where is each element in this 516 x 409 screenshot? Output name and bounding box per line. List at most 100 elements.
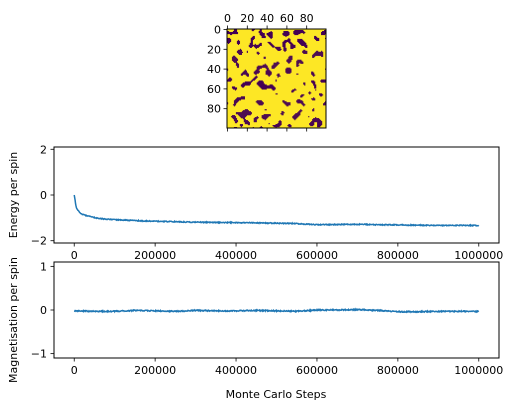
magnetisation-ylabel: Magnetisation per spin	[7, 257, 20, 383]
lattice-cell	[300, 96, 303, 98]
lattice-x-tick-label: 40	[260, 12, 274, 25]
lattice-cell	[265, 73, 272, 75]
lattice-cell	[269, 36, 273, 39]
lattice-cell	[244, 122, 250, 124]
lattice-cell	[298, 111, 302, 113]
lattice-cell	[266, 32, 273, 35]
lattice-cell	[292, 116, 299, 118]
lattice-cell	[310, 125, 314, 127]
lattice-cell	[257, 103, 264, 105]
magnetisation-x-ticks: 0 200000 400000 600000 800000 1000000	[71, 358, 503, 377]
magnetisation-x-tick-label: 200000	[134, 364, 176, 377]
lattice-cell	[258, 43, 262, 45]
lattice-cell	[294, 29, 304, 32]
lattice-cell	[283, 30, 289, 33]
lattice-cell	[320, 80, 327, 82]
lattice-cell	[227, 30, 230, 33]
lattice-cell	[251, 29, 255, 31]
lattice-cell	[255, 47, 257, 49]
lattice-cell	[261, 88, 267, 90]
lattice-cell	[300, 43, 307, 45]
lattice-cell	[252, 78, 256, 80]
lattice-cell	[243, 121, 249, 123]
lattice-cell	[282, 44, 286, 46]
lattice-cell	[232, 55, 236, 57]
lattice-cell	[256, 52, 260, 54]
lattice-cell	[317, 123, 323, 125]
lattice-cell	[315, 89, 317, 91]
lattice-cell	[275, 80, 277, 82]
lattice-cell	[251, 79, 255, 81]
lattice-cell	[312, 82, 316, 84]
lattice-cell	[290, 47, 294, 49]
lattice-cell	[273, 126, 280, 128]
lattice-cell	[270, 30, 272, 33]
lattice-cell	[302, 104, 306, 106]
lattice-cell	[236, 40, 241, 43]
lattice-cell	[303, 52, 308, 54]
lattice-cell	[256, 100, 262, 102]
lattice-cell	[285, 69, 292, 71]
lattice-cell	[285, 71, 292, 73]
lattice-cell	[312, 74, 316, 76]
lattice-cell	[243, 120, 248, 122]
lattice-cell	[296, 101, 304, 103]
lattice-cell	[227, 80, 232, 82]
lattice-cell	[244, 109, 248, 111]
lattice-cell	[266, 69, 270, 71]
lattice-cell	[232, 30, 238, 33]
lattice-cell	[309, 123, 315, 125]
energy-y-tick-label: 2	[40, 143, 47, 156]
lattice-cell	[258, 104, 263, 106]
lattice-cell	[254, 117, 259, 119]
lattice-cell	[313, 97, 315, 99]
lattice-cell	[232, 60, 238, 62]
lattice-cell	[263, 57, 266, 59]
lattice-cell	[262, 118, 267, 120]
lattice-cell	[276, 74, 280, 76]
lattice-cell	[227, 42, 230, 44]
lattice-cell	[278, 122, 282, 124]
magnetisation-series-line	[73, 307, 480, 314]
lattice-cell	[286, 59, 292, 61]
magnetisation-x-tick-label: 400000	[215, 364, 257, 377]
lattice-cell	[283, 34, 289, 37]
lattice-cell	[249, 42, 253, 44]
lattice-cell	[296, 62, 300, 64]
lattice-cell	[250, 39, 253, 42]
lattice-cell	[315, 117, 317, 119]
lattice-cell	[227, 79, 233, 81]
lattice-cell	[233, 61, 238, 63]
lattice-cell	[238, 53, 242, 55]
lattice-cell	[311, 73, 315, 75]
lattice-cell	[232, 88, 238, 90]
energy-y-tick-label: 0	[40, 189, 47, 202]
lattice-cell	[258, 85, 274, 87]
lattice-x-ticks: 0 20 40 60 80	[224, 12, 314, 132]
lattice-cell	[323, 103, 327, 105]
lattice-cell	[240, 96, 245, 98]
lattice-cell	[283, 31, 290, 34]
lattice-cell	[257, 81, 264, 83]
lattice-cell	[321, 50, 323, 52]
lattice-cell	[253, 118, 258, 120]
lattice-cell	[270, 44, 274, 46]
lattice-cell	[283, 102, 291, 104]
lattice-cell	[268, 123, 270, 125]
lattice-cells	[227, 29, 327, 129]
lattice-cell	[304, 84, 306, 86]
lattice-cell	[317, 124, 323, 126]
lattice-cell	[259, 29, 262, 32]
lattice-cell	[234, 121, 239, 123]
lattice-cell	[292, 117, 298, 119]
lattice-cell	[235, 98, 245, 100]
lattice-cell	[231, 56, 237, 58]
lattice-cell	[266, 33, 273, 36]
lattice-cell	[292, 89, 297, 91]
lattice-cell	[259, 29, 262, 31]
lattice-cell	[237, 114, 251, 116]
lattice-cell	[227, 39, 232, 42]
lattice-cell	[293, 31, 306, 34]
lattice-cell	[300, 95, 304, 97]
lattice-cell	[231, 87, 238, 89]
